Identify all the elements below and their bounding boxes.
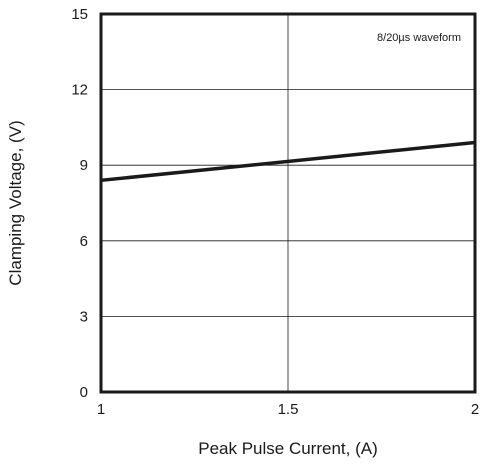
x-tick-label: 1 — [97, 401, 105, 418]
tick-labels: 0 3 6 9 12 15 1 1.5 2 — [71, 6, 479, 418]
series-line-0 — [100, 140, 476, 183]
y-axis-title: Clamping Voltage, (V) — [6, 120, 25, 285]
y-tick-label: 12 — [71, 82, 88, 99]
grid-lines — [101, 14, 475, 392]
series-layer — [100, 140, 476, 183]
y-tick-label: 6 — [80, 233, 88, 250]
x-tick-label: 1.5 — [278, 401, 299, 418]
y-tick-label: 0 — [80, 384, 88, 401]
y-tick-label: 15 — [71, 6, 88, 23]
plot-frame — [99, 12, 477, 394]
x-tick-label: 2 — [471, 401, 479, 418]
y-tick-label: 3 — [80, 308, 88, 325]
x-axis-title: Peak Pulse Current, (A) — [198, 439, 378, 458]
waveform-annotation: 8/20µs waveform — [377, 32, 461, 44]
y-tick-label: 9 — [80, 157, 88, 174]
